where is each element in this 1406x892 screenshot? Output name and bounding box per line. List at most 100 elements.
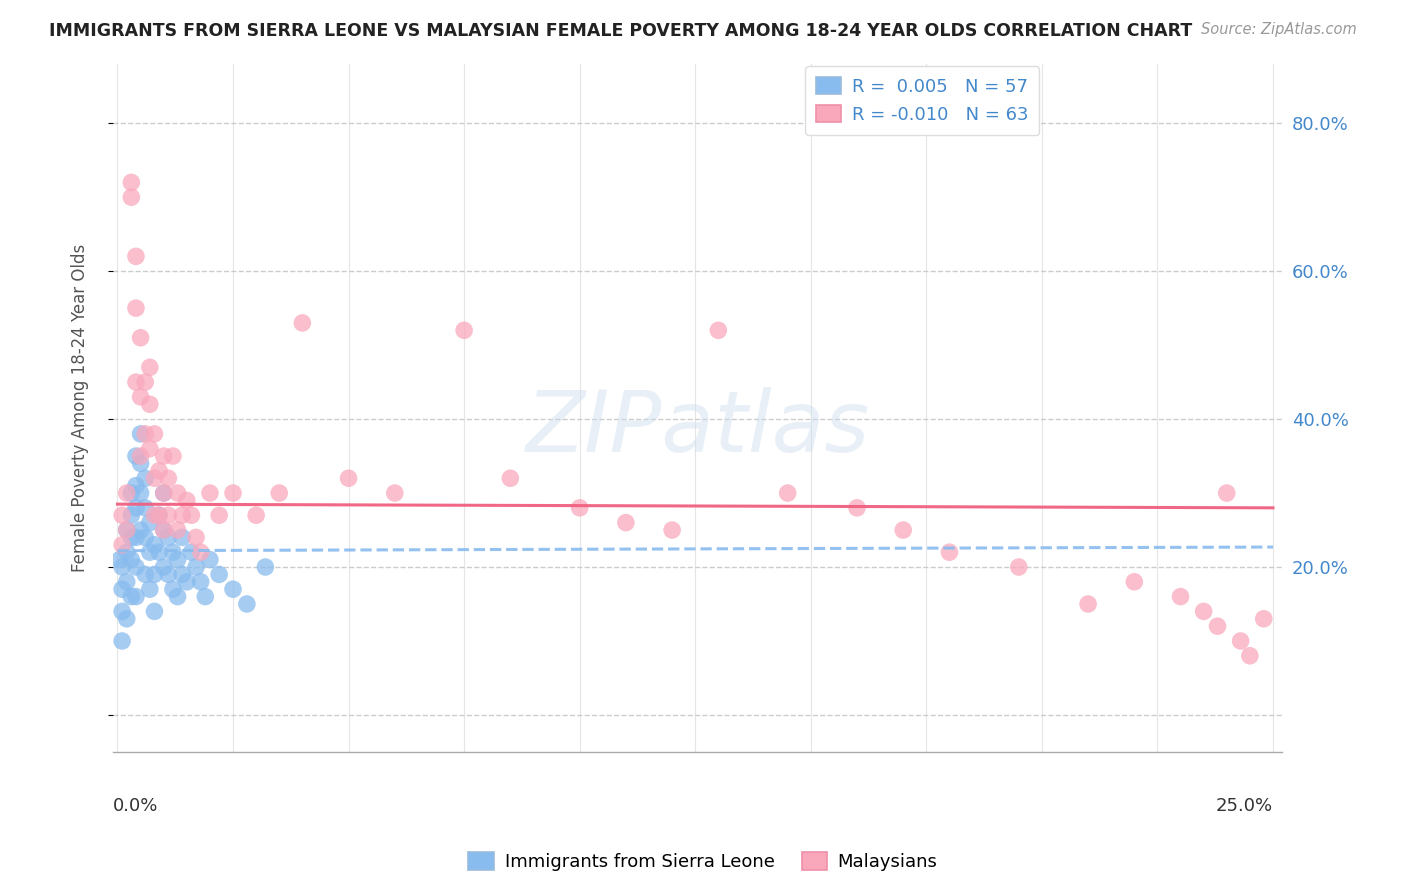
Point xyxy=(111,634,134,648)
Point xyxy=(1206,619,1229,633)
Point xyxy=(134,426,156,441)
Point xyxy=(134,471,156,485)
Point xyxy=(125,249,148,263)
Point xyxy=(143,567,166,582)
Point xyxy=(120,590,142,604)
Point xyxy=(222,486,245,500)
Point xyxy=(111,582,134,597)
Point xyxy=(1229,634,1251,648)
Point xyxy=(198,486,221,500)
Point xyxy=(269,486,291,500)
Point xyxy=(129,457,152,471)
Point xyxy=(148,545,170,559)
Point xyxy=(108,552,131,566)
Point xyxy=(152,523,174,537)
Point xyxy=(120,190,142,204)
Point xyxy=(162,545,184,559)
Point xyxy=(125,590,148,604)
Point xyxy=(148,508,170,523)
Text: Source: ZipAtlas.com: Source: ZipAtlas.com xyxy=(1201,22,1357,37)
Point xyxy=(125,530,148,544)
Point xyxy=(291,316,314,330)
Point xyxy=(180,508,202,523)
Point xyxy=(152,449,174,463)
Point xyxy=(129,390,152,404)
Point xyxy=(1239,648,1261,663)
Point xyxy=(129,449,152,463)
Point xyxy=(1008,560,1031,574)
Point xyxy=(172,567,194,582)
Point xyxy=(143,538,166,552)
Point xyxy=(453,323,475,337)
Point xyxy=(568,500,591,515)
Point xyxy=(129,486,152,500)
Point xyxy=(236,597,259,611)
Point xyxy=(1077,597,1099,611)
Point xyxy=(111,508,134,523)
Point xyxy=(125,478,148,492)
Point xyxy=(139,545,162,559)
Point xyxy=(1253,612,1275,626)
Point xyxy=(184,530,207,544)
Point xyxy=(143,508,166,523)
Point xyxy=(1192,604,1215,618)
Point xyxy=(134,375,156,389)
Point xyxy=(208,508,231,523)
Point xyxy=(384,486,406,500)
Point xyxy=(120,530,142,544)
Point xyxy=(120,552,142,566)
Point xyxy=(846,500,869,515)
Point xyxy=(1123,574,1146,589)
Point xyxy=(111,560,134,574)
Point xyxy=(152,523,174,537)
Point xyxy=(125,375,148,389)
Point xyxy=(148,508,170,523)
Point xyxy=(139,360,162,375)
Point xyxy=(129,331,152,345)
Point xyxy=(139,516,162,530)
Point xyxy=(776,486,799,500)
Point xyxy=(661,523,683,537)
Point xyxy=(254,560,277,574)
Point xyxy=(208,567,231,582)
Point xyxy=(143,426,166,441)
Point xyxy=(125,449,148,463)
Point xyxy=(115,486,138,500)
Point xyxy=(499,471,522,485)
Point xyxy=(143,604,166,618)
Text: ZIPatlas: ZIPatlas xyxy=(526,387,870,470)
Point xyxy=(166,486,188,500)
Text: 25.0%: 25.0% xyxy=(1216,797,1272,814)
Point xyxy=(139,442,162,456)
Point xyxy=(115,612,138,626)
Point xyxy=(152,486,174,500)
Point xyxy=(134,567,156,582)
Legend: R =  0.005   N = 57, R = -0.010   N = 63: R = 0.005 N = 57, R = -0.010 N = 63 xyxy=(806,66,1039,135)
Point xyxy=(120,508,142,523)
Point xyxy=(125,500,148,515)
Point xyxy=(139,582,162,597)
Point xyxy=(139,397,162,411)
Point xyxy=(157,471,180,485)
Point xyxy=(157,530,180,544)
Text: IMMIGRANTS FROM SIERRA LEONE VS MALAYSIAN FEMALE POVERTY AMONG 18-24 YEAR OLDS C: IMMIGRANTS FROM SIERRA LEONE VS MALAYSIA… xyxy=(49,22,1192,40)
Point xyxy=(111,604,134,618)
Point xyxy=(190,574,212,589)
Point xyxy=(115,523,138,537)
Point xyxy=(891,523,914,537)
Legend: Immigrants from Sierra Leone, Malaysians: Immigrants from Sierra Leone, Malaysians xyxy=(461,846,945,879)
Point xyxy=(148,464,170,478)
Point xyxy=(115,545,138,559)
Point xyxy=(166,552,188,566)
Point xyxy=(125,301,148,315)
Point xyxy=(176,574,198,589)
Point xyxy=(198,552,221,566)
Point xyxy=(120,175,142,189)
Text: 0.0%: 0.0% xyxy=(112,797,159,814)
Point xyxy=(172,530,194,544)
Y-axis label: Female Poverty Among 18-24 Year Olds: Female Poverty Among 18-24 Year Olds xyxy=(72,244,89,572)
Point xyxy=(115,574,138,589)
Point xyxy=(1216,486,1239,500)
Point xyxy=(143,471,166,485)
Point xyxy=(152,560,174,574)
